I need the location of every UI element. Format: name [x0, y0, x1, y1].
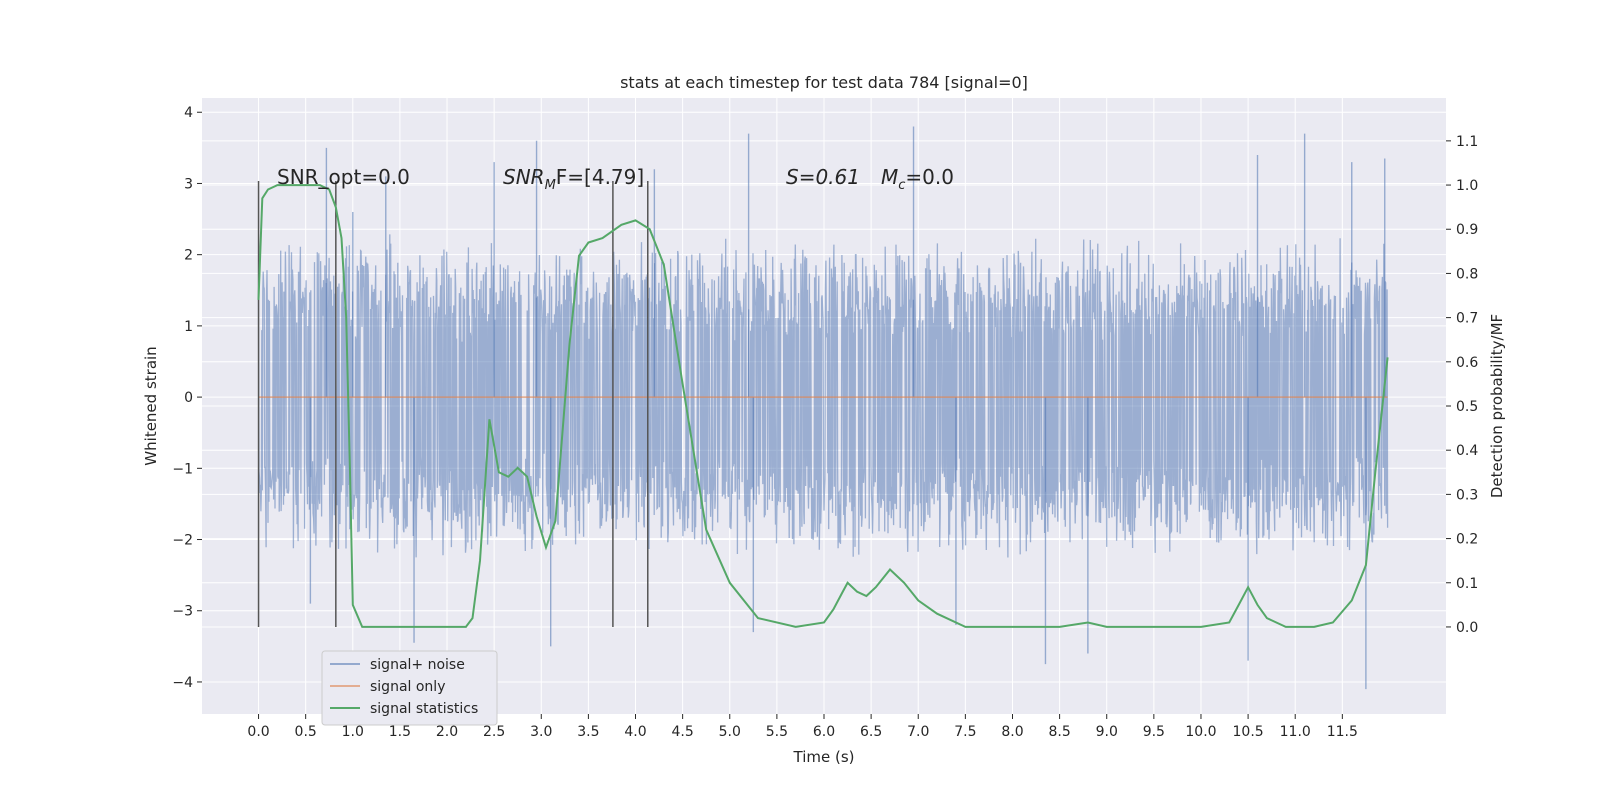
y-right-tick-label: 1.0: [1456, 178, 1478, 194]
x-tick-label: 0.5: [295, 724, 317, 740]
y-left-tick-label: 4: [184, 105, 193, 121]
x-tick-label: 7.5: [954, 724, 976, 740]
y-right-tick-label: 0.2: [1456, 532, 1478, 548]
y-right-axis-label: Detection probability/MF: [1488, 314, 1506, 498]
x-tick-label: 6.5: [860, 724, 882, 740]
legend-label-signal: signal only: [370, 679, 445, 695]
y-left-tick-label: 0: [184, 390, 193, 406]
x-tick-label: 2.5: [483, 724, 505, 740]
y-left-tick-label: 1: [184, 319, 193, 335]
x-tick-label: 11.0: [1280, 724, 1311, 740]
noise-trace: [257, 234, 1389, 558]
annotation-snr-mf-sub: M: [545, 178, 556, 193]
y-right-tick-label: 0.8: [1456, 266, 1478, 282]
x-tick-label: 11.5: [1327, 724, 1358, 740]
event-markers: [257, 181, 649, 627]
annotation-snr-mf-base: SNR: [503, 165, 545, 189]
y-right-tick-label: 0.9: [1456, 222, 1478, 238]
y-left-tick-label: −4: [172, 675, 193, 691]
annotation-mc-base: M: [881, 165, 898, 189]
y-left-tick-label: −1: [172, 461, 193, 477]
x-tick-label: 9.5: [1143, 724, 1165, 740]
x-tick-label: 8.5: [1048, 724, 1070, 740]
series-signal-statistics: [257, 184, 1389, 628]
legend: signal+ noise signal only signal statist…: [321, 650, 498, 726]
annotation-mc-sub: c: [898, 178, 905, 193]
x-tick-label: 7.0: [907, 724, 929, 740]
series-signal-noise: [257, 126, 1389, 690]
y-left-axis-label: Whitened strain: [142, 346, 160, 465]
y-right-tick-label: 0.1: [1456, 576, 1478, 592]
x-axis-label: Time (s): [793, 748, 855, 766]
y-right-tick-label: 0.4: [1456, 443, 1478, 459]
x-tick-label: 5.0: [719, 724, 741, 740]
legend-label-statistics: signal statistics: [370, 701, 478, 717]
y-left-tick-label: −3: [172, 604, 193, 620]
y-right-tick-label: 0.6: [1456, 355, 1478, 371]
x-tick-label: 0.0: [247, 724, 269, 740]
chart-title: stats at each timestep for test data 784…: [620, 73, 1028, 92]
legend-frame: [321, 650, 498, 726]
y-left-axis-ticks: 4 3 2 1 0 −1 −2 −3 −4: [172, 105, 202, 691]
x-tick-label: 10.5: [1233, 724, 1264, 740]
y-right-tick-label: 0.7: [1456, 311, 1478, 327]
x-tick-label: 6.0: [813, 724, 835, 740]
y-right-tick-label: 0.3: [1456, 487, 1478, 503]
x-tick-label: 9.0: [1096, 724, 1118, 740]
y-right-tick-label: 1.1: [1456, 134, 1478, 150]
x-tick-label: 4.0: [624, 724, 646, 740]
x-tick-label: 4.5: [672, 724, 694, 740]
x-tick-label: 1.0: [342, 724, 364, 740]
annotation-s-value: S=0.61: [786, 165, 860, 189]
annotation-mc-rest: =0.0: [905, 165, 954, 189]
x-axis-ticks: 0.0 0.5 1.0 1.5 2.0 2.5 3.0 3.5 4.0 4.5 5.0 5.5 6.0 6…: [247, 714, 1358, 740]
x-tick-label: 1.5: [389, 724, 411, 740]
x-tick-label: 5.5: [766, 724, 788, 740]
annotation-snr-mf-rest: F=[4.79]: [556, 165, 644, 189]
legend-label-noise: signal+ noise: [370, 657, 465, 673]
x-tick-label: 10.0: [1185, 724, 1216, 740]
annotation-mc: Mc=0.0: [881, 165, 954, 193]
statistics-line: [257, 184, 1389, 628]
y-right-axis-ticks: 1.1 1.0 0.9 0.8 0.7 0.6 0.5 0.4 0.3 0.2 0.1 0.0: [1446, 134, 1478, 636]
y-right-tick-label: 0.0: [1456, 620, 1478, 636]
x-tick-label: 8.0: [1001, 724, 1023, 740]
y-left-tick-label: −2: [172, 533, 193, 549]
y-left-tick-label: 3: [184, 176, 193, 192]
annotation-snr-opt: SNR_opt=0.0: [277, 165, 410, 189]
y-left-tick-label: 2: [184, 248, 193, 264]
x-tick-label: 3.5: [577, 724, 599, 740]
annotation-snr-mf: SNRMF=[4.79]: [503, 165, 644, 193]
y-right-tick-label: 0.5: [1456, 399, 1478, 415]
x-tick-label: 2.0: [436, 724, 458, 740]
x-tick-label: 3.0: [530, 724, 552, 740]
